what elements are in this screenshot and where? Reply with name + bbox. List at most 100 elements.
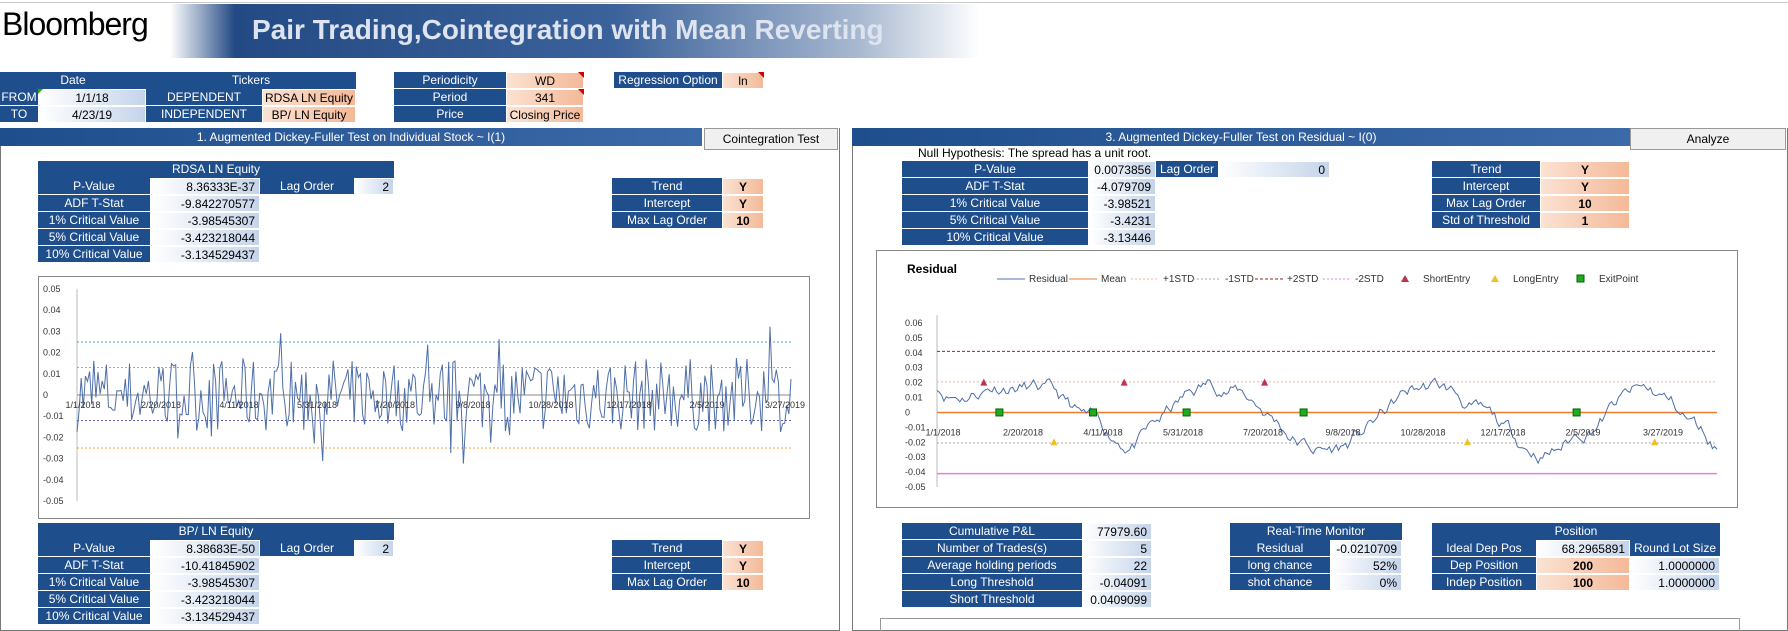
periodicity-input[interactable]: WD (506, 72, 584, 89)
stock2-maxlag-input[interactable]: 10 (722, 574, 764, 591)
x-tick-label: 4/11/2018 (1083, 427, 1122, 437)
comment-marker (578, 72, 584, 78)
stock1-cv1: -3.98545307 (150, 212, 260, 229)
x-tick-label: 5/31/2018 (1163, 427, 1203, 437)
x-tick-label: 2/5/2019 (689, 400, 724, 410)
y-tick-label: -0.02 (43, 432, 64, 442)
position-title: Position (1432, 523, 1720, 540)
stock1-name: RDSA LN Equity (38, 161, 394, 178)
long-entry-marker (1463, 438, 1471, 446)
stock1-lag: 2 (354, 178, 394, 195)
chart-title: Residual (907, 262, 957, 276)
residual-cv10: -3.13446 (1088, 229, 1156, 246)
legend-label: LongEntry (1513, 274, 1559, 285)
round-lot-label: Round Lot Size (1630, 540, 1720, 557)
short-entry-marker (1261, 378, 1269, 386)
y-tick-label: -0.01 (905, 422, 926, 432)
trades-value: 5 (1082, 540, 1152, 557)
price-label: Price (394, 106, 506, 123)
residual-cv1: -3.98521 (1088, 195, 1156, 212)
trades-label: Number of Trades(s) (902, 540, 1082, 557)
long-threshold-label: Long Threshold (902, 574, 1082, 591)
stock1-maxlag-input[interactable]: 10 (722, 212, 764, 229)
x-tick-label: 2/5/2019 (1565, 427, 1600, 437)
legend-label: ShortEntry (1423, 274, 1470, 285)
stock1-trend-input[interactable]: Y (722, 178, 764, 195)
stock1-maxlag-label: Max Lag Order (612, 212, 722, 229)
residual-maxlag-input[interactable]: 10 (1540, 195, 1630, 212)
y-tick-label: -0.03 (43, 454, 64, 464)
stock2-maxlag-label: Max Lag Order (612, 574, 722, 591)
price-input[interactable]: Closing Price (506, 106, 584, 123)
dependent-label: DEPENDENT (146, 89, 262, 106)
stock2-pvalue-label: P-Value (38, 540, 150, 557)
stock2-adf: -10.41845902 (150, 557, 260, 574)
cum-pl-value: 77979.60 (1082, 523, 1152, 540)
y-tick-label: -0.01 (43, 411, 64, 421)
short-threshold-value: 0.0409099 (1082, 591, 1152, 608)
stock2-trend-input[interactable]: Y (722, 540, 764, 557)
page-title: Pair Trading,Cointegration with Mean Rev… (252, 14, 884, 45)
x-tick-label: 12/17/2018 (1480, 427, 1525, 437)
periodicity-label: Periodicity (394, 72, 506, 89)
residual-trend-label: Trend (1432, 161, 1540, 178)
y-tick-label: -0.05 (43, 496, 64, 506)
legend-label: ExitPoint (1599, 274, 1639, 285)
y-tick-label: 0.06 (905, 318, 923, 328)
residual-cv1-label: 1% Critical Value (902, 195, 1088, 212)
y-tick-label: -0.05 (905, 482, 926, 492)
period-input[interactable]: 341 (506, 89, 584, 106)
exit-point-marker (995, 408, 1004, 417)
short-entry-icon (1401, 275, 1409, 282)
long-entry-marker (1050, 438, 1058, 446)
dependent-input[interactable]: RDSA LN Equity (262, 89, 356, 106)
stock2-pvalue: 8.38683E-50 (150, 540, 260, 557)
cointegration-test-button[interactable]: Cointegration Test (704, 128, 838, 150)
shot-chance-label: shot chance (1230, 574, 1330, 591)
short-entry-marker (980, 378, 988, 386)
x-tick-label: 2/20/2018 (1003, 427, 1043, 437)
y-tick-label: 0.01 (905, 393, 923, 403)
legend-label: -1STD (1225, 274, 1254, 285)
residual-trend-input[interactable]: Y (1540, 161, 1630, 178)
return-series-line (76, 326, 792, 464)
stock1-trend-label: Trend (612, 178, 722, 195)
stock2-lag: 2 (354, 540, 394, 557)
x-tick-label: 7/20/2018 (375, 400, 415, 410)
regression-input[interactable]: ln (722, 72, 764, 89)
stock2-name: BP/ LN Equity (38, 523, 394, 540)
indep-position-input[interactable]: 100 (1536, 574, 1630, 591)
residual-cv5-label: 5% Critical Value (902, 212, 1088, 229)
residual-std-input[interactable]: 1 (1540, 212, 1630, 229)
x-tick-label: 7/20/2018 (1243, 427, 1283, 437)
y-tick-label: 0.03 (43, 326, 61, 336)
from-input[interactable]: 1/1/18 (38, 89, 146, 106)
residual-series-line (936, 377, 1718, 465)
residual-lag: 0 (1218, 161, 1330, 178)
exit-point-marker (1089, 408, 1097, 417)
short-threshold-label: Short Threshold (902, 591, 1082, 608)
y-tick-label: 0.05 (905, 333, 923, 343)
independent-label: INDEPENDENT (146, 106, 262, 123)
shot-chance-value: 0% (1330, 574, 1402, 591)
stock1-lag-label: Lag Order (260, 178, 354, 195)
independent-input[interactable]: BP/ LN Equity (262, 106, 356, 123)
y-tick-label: -0.04 (905, 467, 926, 477)
section1-title: 1. Augmented Dickey-Fuller Test on Indiv… (0, 128, 702, 146)
to-input[interactable]: 4/23/19 (38, 106, 146, 123)
y-tick-label: -0.02 (905, 437, 926, 447)
dep-position-input[interactable]: 200 (1536, 557, 1630, 574)
stock2-intercept-input[interactable]: Y (722, 557, 764, 574)
analyze-button[interactable]: Analyze (1630, 128, 1786, 150)
stock2-intercept-label: Intercept (612, 557, 722, 574)
residual-adf: -4.079709 (1088, 178, 1156, 195)
x-tick-label: 4/11/2018 (219, 400, 258, 410)
dep-position-label: Dep Position (1432, 557, 1536, 574)
stock1-intercept-input[interactable]: Y (722, 195, 764, 212)
residual-intercept-input[interactable]: Y (1540, 178, 1630, 195)
exit-point-marker (1182, 408, 1191, 417)
exit-point-icon (1576, 274, 1585, 283)
indep-position-label: Indep Position (1432, 574, 1536, 591)
residual-cv5: -3.4231 (1088, 212, 1156, 229)
long-entry-icon (1491, 275, 1499, 282)
